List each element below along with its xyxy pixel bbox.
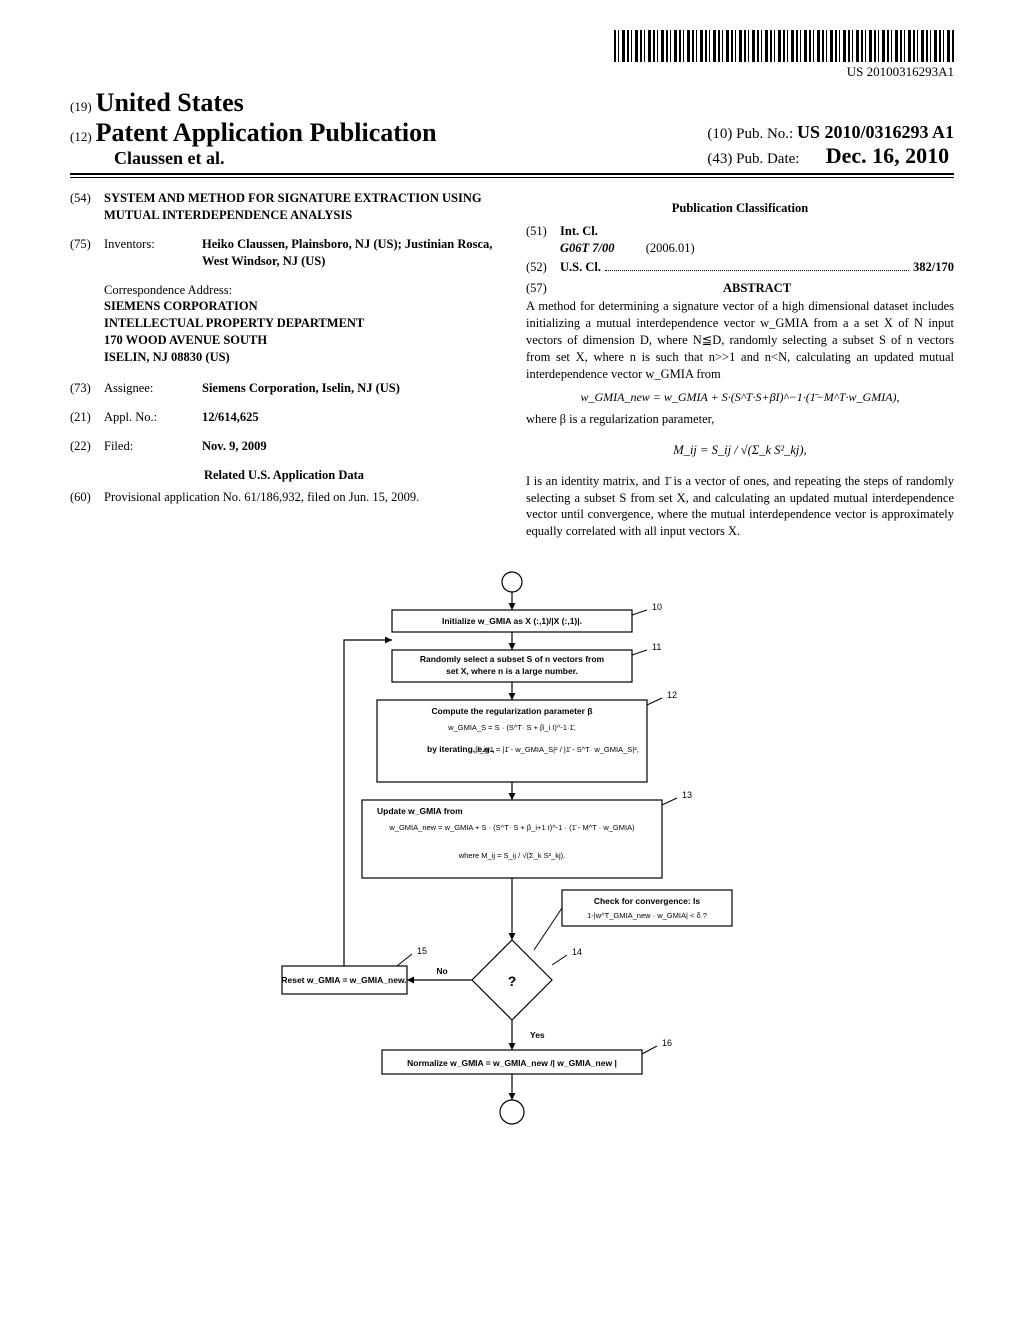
pub-date: Dec. 16, 2010 — [826, 143, 949, 168]
abstract-p2: where β is a regularization parameter, — [526, 411, 954, 428]
uscl-num: (52) — [526, 259, 560, 276]
two-columns: (54) SYSTEM AND METHOD FOR SIGNATURE EXT… — [70, 190, 954, 546]
flowchart-label-12: 12 — [667, 690, 677, 700]
formula-2: M_ij = S_ij / √(Σ_k S²_kj), — [526, 442, 954, 459]
flowchart-start — [502, 572, 522, 592]
patent-title: SYSTEM AND METHOD FOR SIGNATURE EXTRACTI… — [104, 190, 498, 224]
flowchart-diamond-text: ? — [508, 973, 517, 989]
pub-no: US 2010/0316293 A1 — [797, 122, 954, 142]
prov-num: (60) — [70, 489, 104, 506]
flowchart-text-15: Reset w_GMIA = w_GMIA_new. — [281, 975, 406, 985]
divider — [70, 177, 954, 178]
flowchart-label-11: 11 — [652, 642, 661, 652]
flowchart-label-15: 15 — [417, 946, 427, 956]
filed-label: Filed: — [104, 438, 202, 455]
assignee-num: (73) — [70, 380, 104, 397]
header-row: (19) United States (12) Patent Applicati… — [70, 88, 954, 175]
flowchart-text-11a: Randomly select a subset S of n vectors … — [420, 654, 605, 664]
flowchart-label-14: 14 — [572, 947, 582, 957]
flowchart-text-12s1: w_GMIA_S = S · (S^T· S + β_i I)^-1·1̄, — [447, 723, 576, 732]
inventors-label: Inventors: — [104, 236, 202, 270]
country-name: United States — [96, 88, 244, 117]
flowchart-no-label: No — [436, 966, 447, 976]
flowchart-end — [500, 1100, 524, 1124]
intcl-code: G06T 7/00 — [560, 241, 615, 255]
right-column: Publication Classification (51) Int. Cl.… — [526, 190, 954, 546]
corr-line-0: SIEMENS CORPORATION — [104, 299, 258, 313]
title-num: (54) — [70, 190, 104, 224]
flowchart-text-13s2: where M_ij = S_ij / √(Σ_k S²_kj). — [458, 851, 566, 860]
barcode-number: US 20100316293A1 — [70, 64, 954, 80]
corr-line-1: INTELLECTUAL PROPERTY DEPARTMENT — [104, 316, 364, 330]
pubno-prefix: (10) — [707, 126, 732, 142]
barcode-graphic — [614, 30, 954, 62]
flowchart-check-text1: Check for convergence: Is — [594, 896, 701, 906]
pubno-label: Pub. No.: — [736, 126, 793, 142]
inventors-num: (75) — [70, 236, 104, 270]
abstract-p3: I is an identity matrix, and 1̄ is a vec… — [526, 473, 954, 541]
pubdate-prefix: (43) — [707, 151, 732, 167]
classification-heading: Publication Classification — [526, 200, 954, 217]
flowchart-text-11b: set X, where n is a large number. — [446, 666, 578, 676]
authors-line: Claussen et al. — [114, 148, 437, 169]
uscl-val: 382/170 — [913, 259, 954, 276]
dotted-leader — [605, 260, 909, 271]
flowchart-label-16: 16 — [662, 1038, 672, 1048]
corr-label: Correspondence Address: — [104, 282, 498, 299]
left-column: (54) SYSTEM AND METHOD FOR SIGNATURE EXT… — [70, 190, 498, 546]
flowchart-label-10: 10 — [652, 602, 662, 612]
appl-label: Appl. No.: — [104, 409, 202, 426]
barcode-block: US 20100316293A1 — [70, 30, 954, 80]
flowchart-label-13: 13 — [682, 790, 692, 800]
assignee-val: Siemens Corporation, Iselin, NJ (US) — [202, 380, 498, 397]
flowchart-check-text2: 1-|w^T_GMIA_new · w_GMIA| < δ ? — [587, 911, 707, 920]
flowchart-text-10: Initialize w_GMIA as X (:,1)/|X (:,1)|. — [442, 616, 582, 626]
flowchart-text-16: Normalize w_GMIA = w_GMIA_new /| w_GMIA_… — [407, 1058, 617, 1068]
pubdate-label: Pub. Date: — [736, 151, 799, 167]
filed-val: Nov. 9, 2009 — [202, 439, 267, 453]
assignee-label: Assignee: — [104, 380, 202, 397]
flowchart-yes-label: Yes — [530, 1030, 545, 1040]
correspondence-block: Correspondence Address: SIEMENS CORPORAT… — [104, 282, 498, 366]
flowchart-text-13s1: w_GMIA_new = w_GMIA + S · (S^T· S + β_i+… — [388, 823, 635, 832]
pub-type: Patent Application Publication — [96, 118, 437, 147]
abstract-num: (57) — [526, 280, 560, 297]
filed-num: (22) — [70, 438, 104, 455]
flowchart: Initialize w_GMIA as X (:,1)/|X (:,1)|. … — [70, 570, 954, 1160]
corr-line-3: ISELIN, NJ 08830 (US) — [104, 350, 230, 364]
uscl-label: U.S. Cl. — [560, 259, 601, 276]
appl-num: (21) — [70, 409, 104, 426]
abstract-label: ABSTRACT — [560, 280, 954, 297]
pubtype-prefix: (12) — [70, 129, 92, 144]
flowchart-text-13: Update w_GMIA from — [377, 806, 463, 816]
country-prefix: (19) — [70, 99, 92, 114]
corr-line-2: 170 WOOD AVENUE SOUTH — [104, 333, 267, 347]
related-heading: Related U.S. Application Data — [70, 467, 498, 484]
prov-val: Provisional application No. 61/186,932, … — [104, 489, 498, 506]
intcl-num: (51) — [526, 223, 560, 257]
formula-1: w_GMIA_new = w_GMIA + S·(S^T·S+βI)^−1·(1… — [526, 389, 954, 405]
intcl-year: (2006.01) — [646, 241, 695, 255]
appl-val: 12/614,625 — [202, 410, 259, 424]
abstract-p1: A method for determining a signature vec… — [526, 298, 954, 382]
intcl-label: Int. Cl. — [560, 224, 598, 238]
inventors-val: Heiko Claussen, Plainsboro, NJ (US); Jus… — [202, 236, 498, 270]
flowchart-text-12s3: β_i+1 = |1̄ - w_GMIA_S|² / |1̄ - S^T· w_… — [475, 745, 639, 754]
flowchart-text-12: Compute the regularization parameter β — [431, 706, 592, 716]
